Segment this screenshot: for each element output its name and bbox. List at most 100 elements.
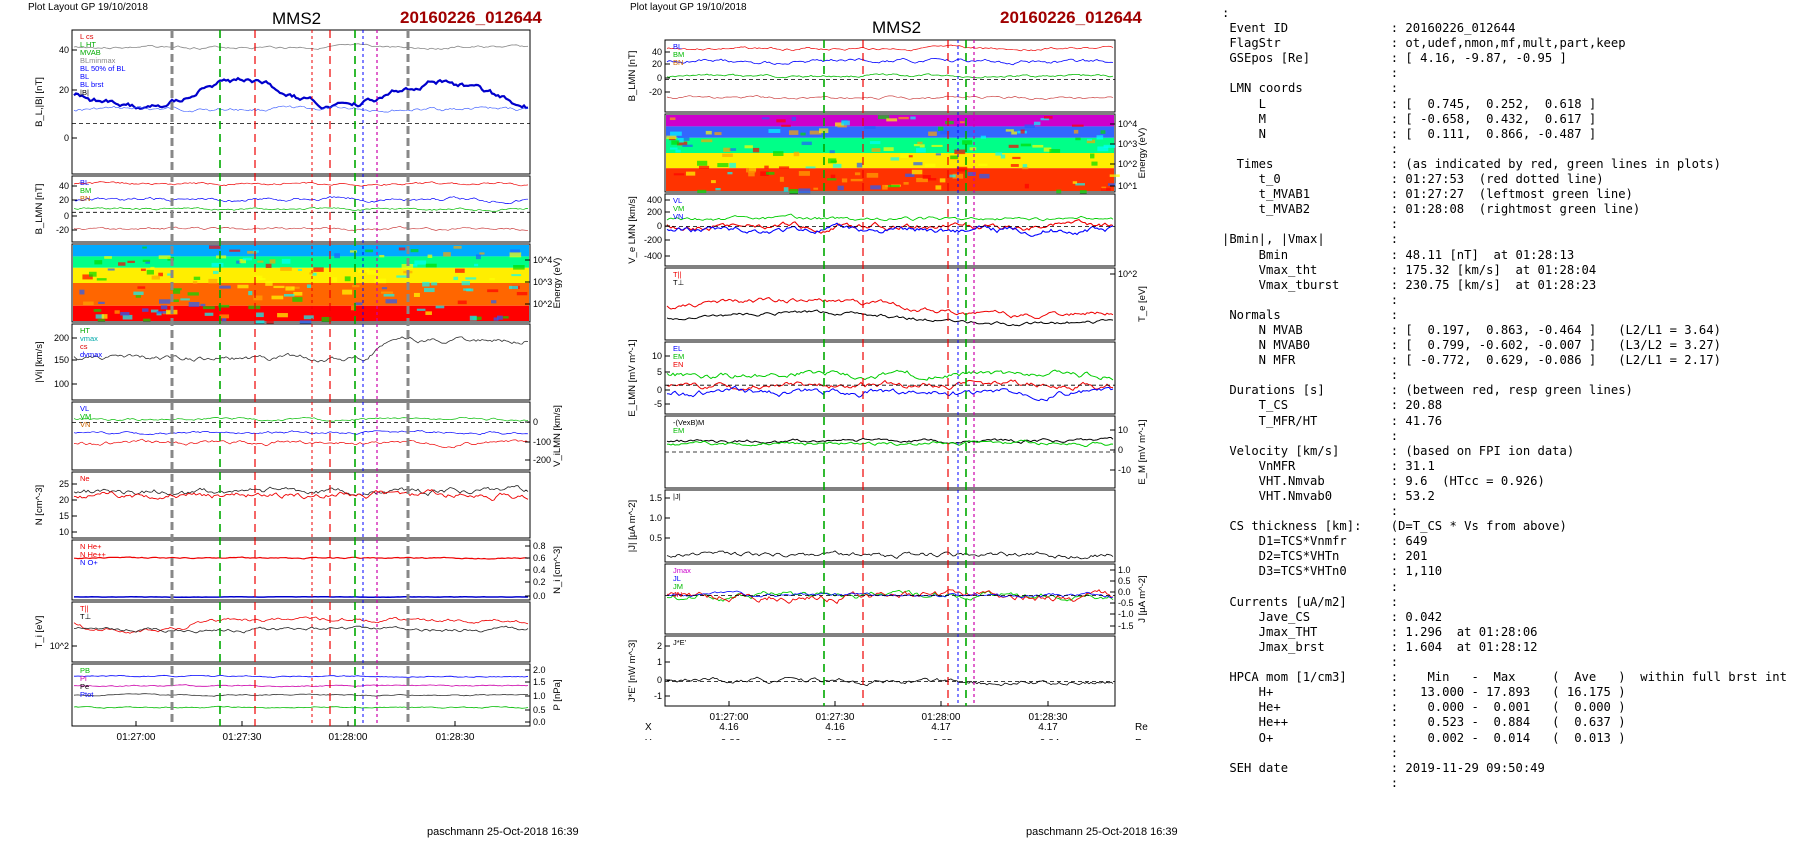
spectro-patch	[813, 187, 819, 190]
spectro-patch	[410, 249, 419, 253]
panel-3: 10^4 10^3 10^2 Energy (eV)	[71, 243, 563, 326]
panel-ylabel: B_LMN [nT]	[34, 184, 45, 235]
spectro-patch	[1072, 181, 1078, 184]
spectro-patch	[1043, 115, 1053, 119]
tick-label: 0.5	[533, 705, 546, 715]
spectro-patch	[208, 245, 221, 249]
tick-label: 0.5	[649, 533, 662, 543]
spectro-patch	[1096, 135, 1104, 140]
spectro-patch	[722, 153, 733, 157]
spectro-patch	[883, 147, 894, 152]
info-line: GSEpos [Re] : [ 4.16, -9.87, -0.95 ]	[1222, 51, 1567, 66]
tick-label: 0.0	[1118, 587, 1131, 597]
legend-entry: cs	[80, 342, 88, 351]
tick-label: 0.4	[533, 565, 546, 575]
spectro-patch	[342, 289, 353, 295]
info-line: HPCA mom [1/cm3] : Min - Max ( Ave ) wit…	[1222, 670, 1787, 685]
spectro-patch	[469, 315, 477, 321]
spectro-patch	[143, 318, 151, 322]
spectro-patch	[269, 259, 276, 264]
spectro-patch	[265, 281, 273, 286]
spectro-patch	[781, 124, 791, 127]
series-line	[73, 489, 529, 501]
panel-frame	[664, 489, 1116, 563]
legend-entry: BM	[80, 186, 91, 195]
panel-frame	[664, 193, 1116, 267]
spectro-patch	[979, 173, 990, 179]
panel-ylabel: V_iLMN [km/s]	[552, 405, 563, 467]
tick-label: 0	[657, 221, 662, 231]
spectro-patch	[293, 291, 303, 296]
info-line: :	[1222, 217, 1399, 232]
panel-ylabel: N_i [cm^-3]	[552, 546, 563, 594]
spectro-patch	[1022, 167, 1029, 170]
legend-entry: T||	[673, 270, 682, 279]
spectro-patch	[1075, 137, 1081, 141]
spectro-patch	[167, 273, 172, 276]
spectro-patch	[88, 271, 97, 277]
left-event-id: 20160226_012644	[400, 8, 542, 27]
spectro-patch	[778, 166, 790, 169]
middle-event-id: 20160226_012644	[1000, 8, 1142, 27]
spectro-patch	[935, 153, 941, 156]
tick-label: 10^2	[1118, 269, 1137, 279]
info-line: :	[1222, 6, 1230, 20]
info-line: |Bmin|, |Vmax| :	[1222, 232, 1399, 247]
spectro-patch	[1010, 164, 1019, 167]
panel-6: 25 20 15 10 N [cm^-3] Ne	[34, 471, 531, 539]
info-line: He+ : 0.000 - 0.001 ( 0.000 )	[1222, 700, 1626, 715]
info-line: T_MFR/HT : 41.76	[1222, 413, 1443, 428]
spectro-patch	[248, 291, 253, 296]
spectro-patch	[877, 115, 890, 120]
coord-value: 4.16	[825, 722, 845, 733]
spectro-patch	[365, 249, 374, 253]
spectro-patch	[744, 145, 753, 149]
tick-label: -100	[533, 437, 551, 447]
spectro-patch	[140, 268, 146, 271]
series-line	[666, 213, 1114, 222]
spectro-patch	[151, 275, 160, 280]
spectro-patch	[192, 280, 198, 284]
tick-label: 15	[59, 511, 69, 521]
spectro-patch	[142, 246, 147, 249]
spectro-patch	[841, 120, 850, 126]
spectro-patch	[218, 304, 230, 308]
legend-entry: N He++	[80, 550, 106, 559]
series-line	[73, 616, 529, 634]
spectro-patch	[332, 277, 338, 283]
spectro-patch	[285, 286, 295, 291]
panel-frame	[71, 29, 531, 175]
legend-entry: |B|	[80, 88, 89, 97]
spectro-patch	[137, 286, 146, 289]
spectro-patch	[768, 129, 781, 133]
spectro-patch	[886, 118, 898, 122]
spectro-patch	[669, 117, 676, 121]
panel-frame	[71, 663, 531, 727]
legend-entry: VM	[673, 204, 684, 213]
spectro-patch	[93, 309, 102, 312]
info-line: Jmax_brst : 1.604 at 01:28:12	[1222, 639, 1538, 654]
legend-entry: dvmax	[80, 350, 102, 359]
spectro-patch	[247, 250, 257, 254]
tick-label: 10	[652, 351, 662, 361]
spectro-patch	[142, 308, 149, 312]
spectro-patch	[236, 260, 241, 264]
spectro-band	[73, 267, 529, 283]
spectro-band	[666, 126, 1114, 138]
tick-label: 20	[652, 59, 662, 69]
tick-label: -10	[1118, 465, 1131, 475]
coord-value: -9.85	[824, 738, 847, 740]
spectro-patch	[204, 312, 214, 316]
series-line	[73, 181, 529, 187]
spectro-patch	[870, 185, 881, 190]
tick-label: 10^3	[533, 277, 552, 287]
tick-label: 10^2	[1118, 159, 1137, 169]
spectro-patch	[292, 297, 303, 302]
spectro-patch	[427, 254, 433, 258]
spectro-patch	[299, 320, 312, 325]
